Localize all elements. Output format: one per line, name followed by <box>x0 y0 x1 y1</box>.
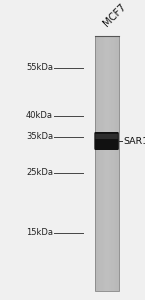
Bar <box>101 36 102 291</box>
Bar <box>116 36 117 291</box>
Bar <box>104 36 105 291</box>
Bar <box>111 36 112 291</box>
Bar <box>108 36 109 291</box>
Bar <box>117 36 118 291</box>
Text: 35kDa: 35kDa <box>26 132 53 141</box>
Bar <box>102 36 103 291</box>
Bar <box>105 36 106 291</box>
Bar <box>118 36 119 291</box>
Bar <box>115 36 116 291</box>
Bar <box>99 36 100 291</box>
Text: 55kDa: 55kDa <box>26 63 53 72</box>
Bar <box>96 36 97 291</box>
Text: 25kDa: 25kDa <box>26 168 53 177</box>
Bar <box>100 36 101 291</box>
Bar <box>95 36 96 291</box>
Bar <box>95 36 119 291</box>
Text: SAR1B: SAR1B <box>123 136 145 146</box>
Bar <box>103 36 104 291</box>
FancyBboxPatch shape <box>95 134 118 139</box>
Bar <box>110 36 111 291</box>
Bar <box>97 36 98 291</box>
FancyBboxPatch shape <box>94 132 119 150</box>
Bar <box>107 36 108 291</box>
Text: MCF7: MCF7 <box>101 2 128 28</box>
Text: 40kDa: 40kDa <box>26 111 53 120</box>
Bar <box>98 36 99 291</box>
Text: 15kDa: 15kDa <box>26 228 53 237</box>
Bar <box>112 36 113 291</box>
Bar <box>113 36 114 291</box>
Bar <box>114 36 115 291</box>
Bar <box>106 36 107 291</box>
Bar <box>109 36 110 291</box>
